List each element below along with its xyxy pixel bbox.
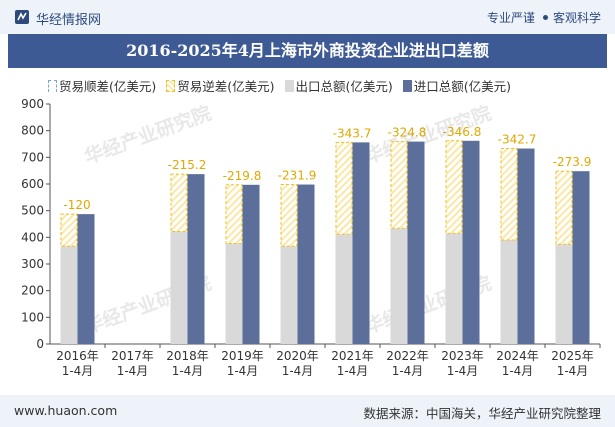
x-tick-label: 2021年	[331, 349, 374, 363]
export-bar	[390, 228, 408, 344]
x-tick-label: 1-4月	[502, 364, 534, 378]
y-tick-label: 100	[21, 310, 44, 324]
import-bar	[187, 174, 205, 344]
slogan-left: 专业严谨	[486, 11, 535, 25]
deficit-data-label: -342.7	[498, 133, 537, 147]
x-tick-label: 2017年	[111, 349, 154, 363]
data-source: 数据来源：中国海关，华经产业研究院整理	[363, 406, 601, 421]
title-bar: 2016-2025年4月上海市外商投资企业进出口差额	[8, 34, 607, 68]
x-tick-label: 1-4月	[392, 364, 424, 378]
x-tick-label: 2024年	[496, 349, 539, 363]
import-bar	[242, 184, 260, 344]
import-bar	[352, 142, 370, 344]
bullet-icon	[542, 15, 548, 20]
legend-swatch-deficit	[166, 80, 176, 92]
export-bar	[225, 243, 243, 344]
site-url: www.huaon.com	[14, 403, 118, 418]
export-bar	[60, 246, 78, 344]
export-bar	[335, 234, 353, 344]
x-tick-label: 1-4月	[117, 364, 149, 378]
x-tick-label: 2020年	[276, 349, 319, 363]
x-tick-label: 1-4月	[447, 364, 479, 378]
deficit-bar	[500, 148, 518, 241]
deficit-data-label: -215.2	[168, 158, 207, 172]
chart-legend: 贸易顺差(亿美元) 贸易逆差(亿美元) 出口总额(亿美元) 进口总额(亿美元)	[48, 76, 517, 95]
brand-name: 华经情报网	[36, 13, 102, 28]
legend-item-export: 出口总额(亿美元)	[284, 76, 393, 95]
legend-label-deficit: 贸易逆差(亿美元)	[177, 79, 275, 94]
y-tick-label: 500	[21, 204, 44, 218]
slogan: 专业严谨 客观科学	[487, 9, 601, 26]
export-bar	[170, 231, 188, 344]
legend-label-import: 进口总额(亿美元)	[413, 79, 512, 94]
deficit-bar	[170, 173, 188, 232]
legend-item-deficit: 贸易逆差(亿美元)	[166, 76, 275, 95]
deficit-bar	[225, 184, 243, 244]
deficit-bar	[280, 184, 298, 247]
y-tick-label: 600	[21, 177, 44, 191]
import-bar	[77, 214, 95, 344]
deficit-data-label: -346.8	[443, 125, 482, 139]
x-tick-label: 1-4月	[282, 364, 314, 378]
x-tick-label: 1-4月	[557, 364, 589, 378]
deficit-data-label: -324.8	[388, 126, 427, 140]
y-tick-label: 0	[36, 337, 44, 351]
import-bar	[517, 148, 535, 344]
top-bar: 华经情报网 专业严谨 客观科学	[0, 0, 615, 34]
footer-bar: www.huaon.com 数据来源：中国海关，华经产业研究院整理	[0, 395, 615, 427]
import-bar	[462, 140, 480, 344]
x-tick-label: 2023年	[441, 349, 484, 363]
deficit-bar	[445, 140, 463, 234]
x-tick-label: 1-4月	[337, 364, 369, 378]
y-tick-label: 400	[21, 230, 44, 244]
deficit-data-label: -273.9	[553, 155, 592, 169]
deficit-bar	[335, 141, 353, 235]
x-tick-label: 2018年	[166, 349, 209, 363]
legend-item-surplus: 贸易顺差(亿美元)	[48, 76, 156, 95]
deficit-data-label: -231.9	[278, 169, 317, 183]
deficit-data-label: -219.8	[223, 169, 262, 183]
x-tick-label: 1-4月	[227, 364, 259, 378]
y-tick-label: 200	[21, 284, 44, 298]
deficit-bar	[555, 170, 573, 245]
export-bar	[445, 233, 463, 344]
import-bar	[407, 141, 425, 344]
y-tick-label: 900	[21, 97, 44, 111]
deficit-bar	[60, 213, 78, 247]
slogan-right: 客观科学	[552, 11, 601, 25]
deficit-data-label: -120	[63, 198, 90, 212]
x-tick-label: 1-4月	[172, 364, 204, 378]
import-bar	[572, 171, 590, 344]
export-bar	[500, 240, 518, 344]
export-bar	[280, 246, 298, 344]
deficit-bar	[390, 141, 408, 229]
y-tick-label: 300	[21, 257, 44, 271]
huajing-logo-icon	[15, 10, 29, 24]
x-tick-label: 2025年	[551, 349, 594, 363]
x-tick-label: 2022年	[386, 349, 429, 363]
import-bar	[297, 184, 315, 344]
export-bar	[555, 244, 573, 344]
legend-label-export: 出口总额(亿美元)	[295, 79, 393, 94]
x-tick-label: 2016年	[56, 349, 99, 363]
legend-swatch-surplus	[48, 80, 57, 92]
deficit-data-label: -343.7	[333, 126, 372, 140]
legend-swatch-import	[402, 80, 412, 92]
chart-title: 2016-2025年4月上海市外商投资企业进出口差额	[126, 41, 489, 60]
y-tick-label: 800	[21, 124, 44, 138]
x-tick-label: 1-4月	[62, 364, 94, 378]
x-tick-label: 2019年	[221, 349, 264, 363]
legend-label-surplus: 贸易顺差(亿美元)	[59, 79, 157, 94]
legend-item-import: 进口总额(亿美元)	[402, 76, 512, 95]
y-tick-label: 700	[21, 150, 44, 164]
legend-swatch-export	[284, 80, 294, 92]
